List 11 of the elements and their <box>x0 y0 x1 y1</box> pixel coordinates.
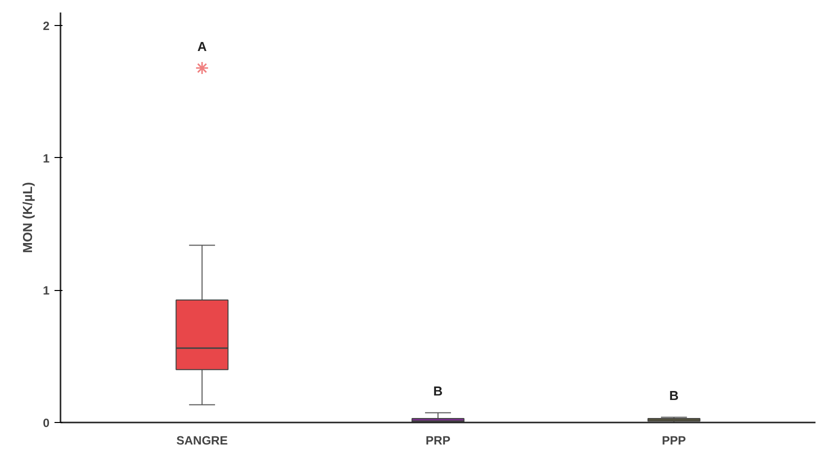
y-tick-label: 1 <box>42 284 50 298</box>
x-tick-label: SANGRE <box>176 434 228 448</box>
y-tick-label: 0 <box>42 416 50 430</box>
annotation: B <box>669 388 679 404</box>
y-tick-label: 2 <box>42 19 50 34</box>
annotation: A <box>197 39 208 54</box>
annotation: B <box>433 384 443 399</box>
x-tick-label: PPP <box>662 434 686 448</box>
y-tick-label: 1 <box>42 151 50 166</box>
x-tick-label: PRP <box>426 434 450 448</box>
y-axis-title: MON (K/µL) <box>20 182 35 254</box>
